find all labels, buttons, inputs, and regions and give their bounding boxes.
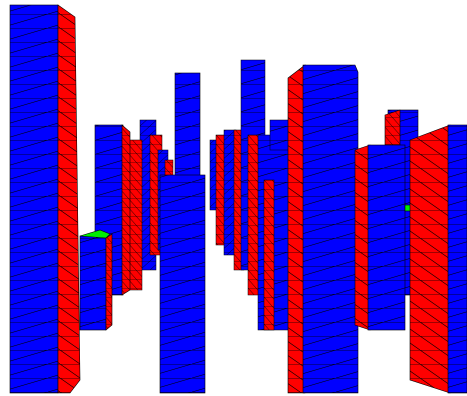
tower-side: [122, 125, 130, 295]
tower: [368, 145, 405, 330]
page: [0, 0, 467, 396]
center-right-tower: [288, 65, 358, 393]
scene: [0, 0, 467, 396]
tower: [448, 125, 467, 393]
tower: [10, 5, 58, 393]
tower: [160, 175, 205, 393]
tower-side: [288, 65, 305, 393]
tower-side: [106, 234, 112, 330]
tower-top: [175, 73, 200, 183]
tower-side: [410, 125, 450, 393]
tower-side: [264, 180, 274, 330]
tower: [303, 65, 358, 393]
tower-top: [270, 120, 290, 150]
far-right-tower: [410, 125, 467, 393]
left-tower: [10, 5, 80, 393]
tower: [80, 236, 106, 330]
